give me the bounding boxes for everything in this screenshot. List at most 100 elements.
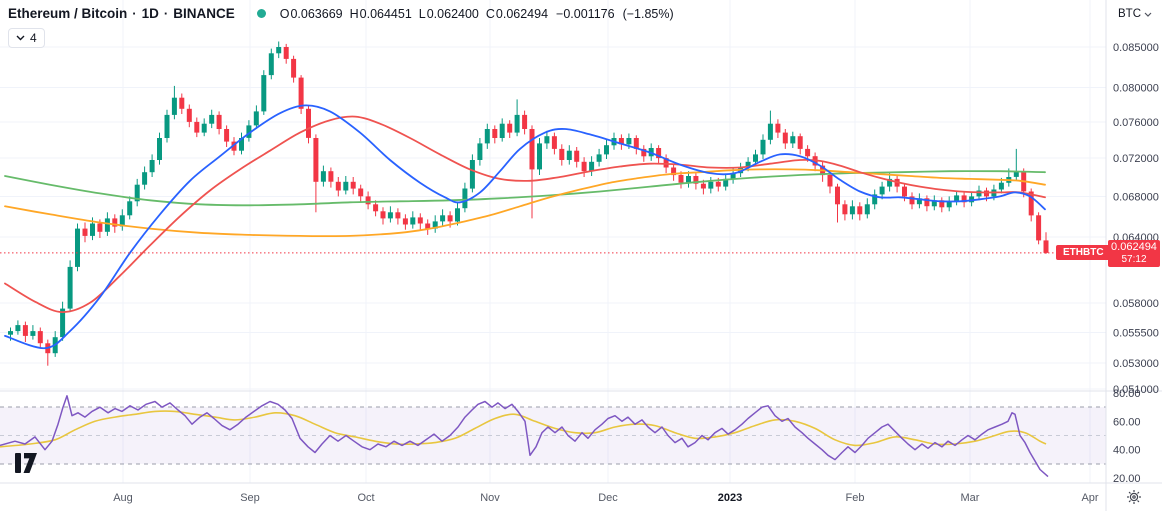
candle-body xyxy=(775,123,781,133)
rsi-tick-label: 20.00 xyxy=(1113,473,1141,485)
candle-body xyxy=(447,215,453,222)
candle-body xyxy=(902,186,907,197)
candle-body xyxy=(246,125,252,138)
candle-body xyxy=(417,217,423,224)
candle-body xyxy=(224,129,230,142)
candle-body xyxy=(499,123,505,138)
candle-body xyxy=(641,148,647,157)
price-axis-scale[interactable]: 0.085000 0.080000 0.076000 0.072000 0.068000… xyxy=(1113,42,1159,485)
time-axis-label: Mar xyxy=(961,492,980,504)
candle-body xyxy=(723,178,729,187)
candle-body xyxy=(320,171,326,182)
candle-body xyxy=(194,121,200,133)
candle-body xyxy=(425,223,431,229)
high-label: H xyxy=(349,6,359,21)
candle-body xyxy=(700,183,706,189)
candle-body xyxy=(522,114,528,129)
candle-body xyxy=(395,212,401,219)
price-tick-label: 0.058000 xyxy=(1113,298,1159,310)
candle-body xyxy=(82,228,88,236)
candle-body xyxy=(164,114,170,138)
candle-body xyxy=(328,171,334,182)
last-price-label: 0.062494 57:12 xyxy=(1108,240,1160,267)
candle-body xyxy=(514,114,520,133)
candle-body xyxy=(127,201,133,216)
tradingview-logo-icon xyxy=(15,453,37,473)
candle-body xyxy=(835,186,840,205)
candle-body xyxy=(380,211,386,219)
candle-body xyxy=(335,181,341,191)
price-tick-label: 0.080000 xyxy=(1113,83,1159,95)
title-separator: · xyxy=(163,6,169,21)
change-value: −0.001176 xyxy=(556,6,615,21)
candle-body xyxy=(790,136,796,144)
candle-body xyxy=(656,148,662,159)
candle-body xyxy=(276,47,282,54)
candle-body xyxy=(75,228,80,267)
candle-body xyxy=(492,129,498,138)
time-axis-label: Feb xyxy=(846,492,865,504)
candle-body xyxy=(298,77,304,109)
price-tick-label: 0.072000 xyxy=(1113,153,1159,165)
price-tick-label: 0.076000 xyxy=(1113,117,1159,129)
candle-body xyxy=(97,223,103,232)
interval-label[interactable]: 1D xyxy=(141,6,159,21)
rsi-tick-label: 80.00 xyxy=(1113,388,1141,400)
candle-body xyxy=(954,195,960,202)
ma-blue-fast xyxy=(4,104,1046,350)
candle-body xyxy=(924,198,930,207)
bar-countdown: 57:12 xyxy=(1121,254,1147,265)
candle-body xyxy=(559,148,565,160)
candle-body xyxy=(961,195,967,203)
candle-body xyxy=(22,325,28,336)
candle-body xyxy=(60,308,66,338)
candle-body xyxy=(864,204,870,215)
candle-body xyxy=(551,136,557,149)
symbol-title[interactable]: Ethereum / Bitcoin xyxy=(8,6,128,21)
candle-body xyxy=(797,136,803,149)
candle-body xyxy=(946,201,952,208)
chevron-down-icon xyxy=(16,35,25,41)
candle-body xyxy=(455,208,460,222)
rsi-line xyxy=(0,395,1049,478)
low-value: 0.062400 xyxy=(426,6,479,21)
candle-body xyxy=(171,97,177,115)
exchange-label: BINANCE xyxy=(173,6,235,21)
candle-body xyxy=(209,114,215,124)
chart-settings-button[interactable] xyxy=(1126,489,1142,510)
candle-body xyxy=(350,181,356,189)
time-axis-scale[interactable]: Aug Sep Oct Nov Dec 2023 Feb Mar Apr xyxy=(113,492,1099,504)
rsi-pane xyxy=(0,395,1106,478)
ma-green-slow xyxy=(4,170,1046,207)
candle-body xyxy=(827,175,833,187)
rsi-tick-label: 60.00 xyxy=(1113,416,1141,428)
candle-body xyxy=(365,196,371,205)
chevron-down-icon xyxy=(1144,12,1152,17)
candle-body xyxy=(134,184,140,202)
candle-body xyxy=(186,108,192,122)
candle-body xyxy=(462,188,468,209)
ma-orange xyxy=(4,168,1046,238)
gear-icon xyxy=(1127,490,1141,504)
candle-body xyxy=(872,194,878,205)
candle-body xyxy=(939,200,945,208)
candle-body xyxy=(1036,215,1042,241)
price-tick-label: 0.053000 xyxy=(1113,358,1159,370)
indicators-collapse-button[interactable]: 4 xyxy=(8,28,45,48)
time-axis-label: Nov xyxy=(480,492,500,504)
candle-body xyxy=(976,190,982,197)
candle-body xyxy=(37,331,43,344)
open-label: O xyxy=(279,6,290,21)
candle-body xyxy=(149,160,155,173)
candle-body xyxy=(283,47,289,59)
candle-body xyxy=(767,123,773,140)
change-percent: (−1.85%) xyxy=(622,6,674,21)
tradingview-logo[interactable] xyxy=(14,452,48,479)
candle-body xyxy=(678,175,684,183)
candle-body xyxy=(15,325,21,332)
candle-body xyxy=(574,150,580,162)
candle-body xyxy=(157,138,162,160)
price-axis-currency-toggle[interactable]: BTC xyxy=(1118,8,1152,20)
